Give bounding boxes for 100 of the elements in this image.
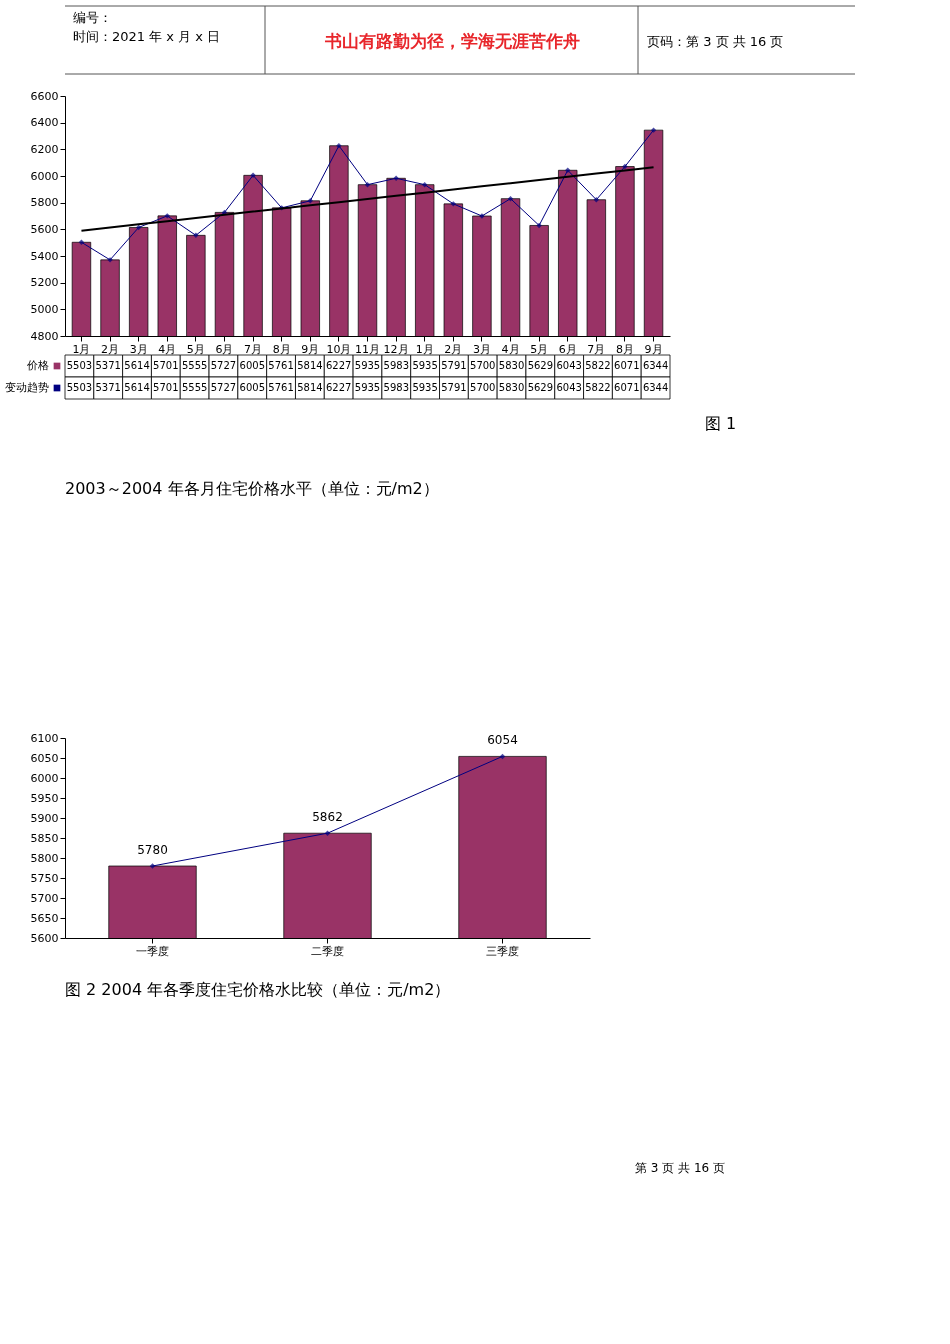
- y-tick-label: 5800: [30, 196, 59, 210]
- data-label: 6043: [556, 360, 582, 371]
- point: [336, 142, 342, 149]
- data-label: 5935: [412, 360, 438, 371]
- point: [164, 213, 170, 219]
- text: 书山有路勤为径，学海无涯苦作舟: [323, 31, 580, 51]
- data-label: 6071: [614, 382, 640, 393]
- point: [324, 830, 331, 836]
- data-label: 5555: [181, 360, 208, 371]
- data-label: 5983: [383, 382, 410, 393]
- point: [650, 127, 657, 133]
- x-tick-label: 10月: [326, 342, 352, 356]
- x-tick-label: 6月: [558, 342, 577, 356]
- data-label: 5814: [297, 382, 323, 393]
- x-tick-label: 4月: [158, 342, 177, 356]
- y-tick-label: 5900: [30, 811, 59, 825]
- x-tick-label: 3月: [129, 342, 148, 356]
- data-label: 5780: [137, 843, 168, 857]
- y-tick-label: 5750: [30, 871, 59, 885]
- data-label: 5503: [66, 382, 93, 393]
- x-tick-label: 3月: [472, 342, 491, 356]
- data-label: 5700: [470, 382, 496, 393]
- x-tick-label: 5月: [186, 342, 205, 356]
- x-tick-label: 7月: [244, 342, 263, 356]
- data-label: 5791: [441, 382, 467, 393]
- caption: 图 1: [705, 414, 737, 433]
- point: [193, 232, 199, 239]
- x-tick-label: 9月: [644, 342, 663, 356]
- data-label: 5701: [153, 382, 179, 393]
- data-label: 5614: [124, 360, 150, 371]
- x-tick-label: 11月: [355, 342, 380, 356]
- x-tick-label: 8月: [615, 342, 634, 356]
- data-label: 6344: [642, 360, 669, 371]
- x-tick-label: 2月: [444, 342, 463, 356]
- data-label: 5935: [354, 360, 381, 371]
- y-tick-label: 6100: [30, 731, 59, 745]
- x-tick-label: 1月: [72, 342, 91, 356]
- data-label: 6005: [239, 360, 265, 371]
- y-tick-label: 6000: [30, 169, 59, 183]
- x-tick-label: 7月: [587, 342, 606, 356]
- x-tick-label: 2月: [101, 342, 120, 356]
- point: [307, 198, 314, 204]
- x-tick-label: 二季度: [311, 944, 344, 958]
- data-label: 5555: [181, 382, 208, 393]
- data-label: 5371: [95, 360, 121, 371]
- y-tick-label: 6400: [30, 116, 59, 130]
- y-tick-label: 6000: [30, 771, 59, 785]
- data-label: 5503: [66, 360, 93, 371]
- data-label: 5862: [312, 810, 343, 825]
- y-tick-label: 5200: [30, 276, 59, 290]
- text: 时间：2021 年 x 月 x 日: [73, 29, 221, 44]
- point: [78, 239, 85, 246]
- x-tick-label: 8月: [272, 342, 291, 356]
- point: [536, 222, 542, 229]
- point: [593, 196, 600, 203]
- data-label: 5761: [268, 382, 294, 393]
- data-label: 5983: [383, 360, 410, 371]
- data-label: 5614: [124, 382, 150, 393]
- data-label: 5791: [441, 360, 467, 371]
- data-label: 5830: [498, 382, 525, 393]
- point: [149, 863, 156, 869]
- y-tick-label: 5650: [30, 911, 59, 925]
- data-label: 5761: [268, 360, 294, 371]
- y-tick-label: 5950: [30, 791, 59, 805]
- data-label: 6344: [642, 382, 669, 393]
- data-label: 5814: [297, 360, 323, 371]
- data-label: 6227: [325, 360, 352, 371]
- y-tick-label: 5600: [30, 222, 59, 236]
- x-tick-label: 5月: [530, 342, 549, 356]
- data-label: 6071: [614, 360, 640, 371]
- data-label: 6054: [487, 733, 518, 748]
- text: 2003～2004 年各月住宅价格水平（单位：元/m2）: [65, 479, 439, 498]
- data-label: 5935: [354, 382, 381, 393]
- data-label: 6005: [239, 382, 265, 393]
- point: [393, 175, 399, 182]
- y-tick-label: 5700: [30, 891, 59, 905]
- point: [421, 181, 428, 188]
- data-label: 5935: [412, 382, 438, 393]
- data-label: 5629: [527, 382, 554, 393]
- data-label: 5701: [153, 360, 179, 371]
- x-tick-label: 9月: [301, 342, 320, 356]
- caption: 图 2 2004 年各季度住宅价格水比较（单位：元/m2）: [65, 980, 451, 999]
- data-label: 6043: [556, 382, 582, 393]
- data-label: 5822: [585, 360, 611, 371]
- data-label: 6227: [325, 382, 352, 393]
- data-label: 5727: [210, 360, 237, 371]
- data-label: 5700: [470, 360, 496, 371]
- y-tick-label: 4800: [30, 329, 59, 343]
- data-label: 5822: [585, 382, 611, 393]
- point: [450, 201, 457, 207]
- y-tick-label: 5600: [30, 931, 59, 945]
- text: 页码：第 3 页 共 16 页: [647, 34, 784, 49]
- y-tick-label: 5000: [30, 302, 59, 316]
- data-label: 5629: [527, 360, 554, 371]
- data-label: 5727: [210, 382, 237, 393]
- legend-label: 变动趋势: [5, 381, 49, 394]
- point: [622, 163, 628, 170]
- text: 第 3 页 共 16 页: [635, 1161, 725, 1175]
- y-tick-label: 5400: [30, 249, 59, 263]
- x-tick-label: 三季度: [486, 944, 519, 958]
